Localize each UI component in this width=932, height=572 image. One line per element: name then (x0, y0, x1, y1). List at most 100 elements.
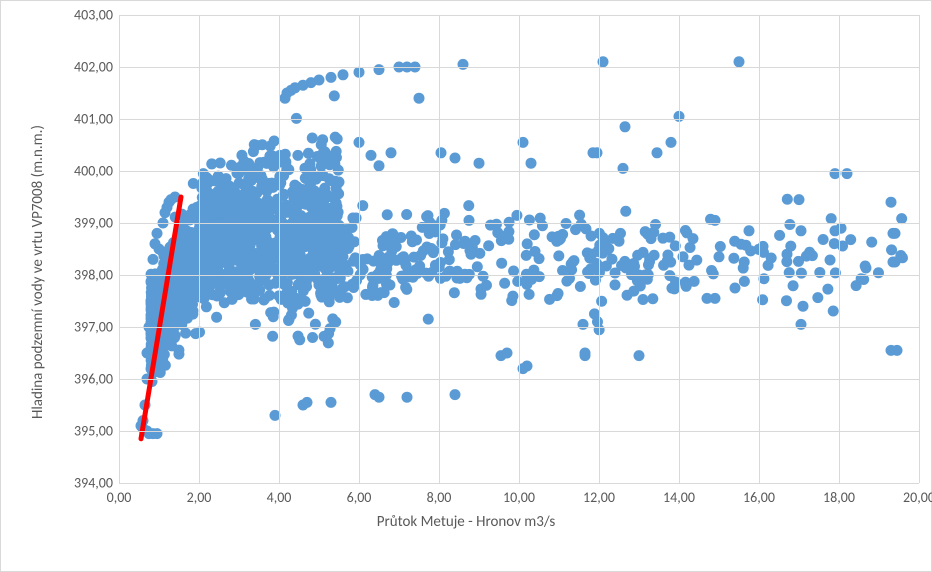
data-point (286, 286, 297, 297)
x-tick-label: 0,00 (107, 489, 132, 506)
data-point (244, 239, 255, 250)
data-point (570, 224, 581, 235)
data-point (231, 223, 242, 234)
data-point (744, 225, 755, 236)
data-point (318, 149, 329, 160)
data-point (251, 188, 262, 199)
data-point (401, 284, 412, 295)
data-point (851, 280, 862, 291)
data-point (782, 249, 793, 260)
data-point (309, 185, 320, 196)
data-point (680, 277, 691, 288)
data-point (842, 168, 853, 179)
y-tick-label: 402,00 (57, 59, 113, 76)
data-point (739, 276, 750, 287)
data-point (784, 267, 795, 278)
data-point (423, 314, 434, 325)
data-point (340, 233, 351, 244)
gridline-vertical (359, 15, 360, 483)
data-point (401, 260, 412, 271)
data-point (890, 228, 901, 239)
data-point (528, 265, 539, 276)
data-point (796, 319, 807, 330)
data-point (213, 171, 224, 182)
gridline-vertical (279, 15, 280, 483)
y-tick-label: 403,00 (57, 7, 113, 24)
data-point (315, 289, 326, 300)
data-point (401, 209, 412, 220)
data-point (714, 251, 725, 262)
data-point (650, 219, 661, 230)
data-point (616, 260, 627, 271)
data-point (822, 284, 833, 295)
data-point (362, 253, 373, 264)
y-tick-label: 400,00 (57, 163, 113, 180)
gridline-vertical (759, 15, 760, 483)
data-point (415, 250, 426, 261)
data-point (184, 239, 195, 250)
data-point (443, 246, 454, 257)
data-point (254, 216, 265, 227)
data-point (534, 253, 545, 264)
data-point (866, 237, 877, 248)
data-point (730, 283, 741, 294)
data-point (715, 241, 726, 252)
data-point (873, 267, 884, 278)
data-point (464, 215, 475, 226)
data-point (657, 233, 668, 244)
data-point (586, 230, 597, 241)
data-point (237, 191, 248, 202)
data-point (688, 233, 699, 244)
data-point (507, 291, 518, 302)
data-point (260, 197, 271, 208)
data-point (201, 184, 212, 195)
data-point (180, 291, 191, 302)
data-point (326, 397, 337, 408)
data-point (774, 230, 785, 241)
data-point (303, 148, 314, 159)
gridline-vertical (679, 15, 680, 483)
data-point (367, 290, 378, 301)
data-point (294, 334, 305, 345)
data-point (307, 133, 318, 144)
data-point (375, 258, 386, 269)
data-point (414, 93, 425, 104)
x-axis-label: Průtok Metuje - Hronov m3/s (377, 513, 556, 531)
data-point (793, 256, 804, 267)
data-point (710, 293, 721, 304)
data-point (320, 210, 331, 221)
data-point (860, 260, 871, 271)
data-point (298, 285, 309, 296)
data-point (622, 290, 633, 301)
data-point (578, 319, 589, 330)
data-point (347, 212, 358, 223)
data-point (326, 72, 337, 83)
data-point (845, 234, 856, 245)
data-point (472, 261, 483, 272)
x-tick-label: 14,00 (663, 489, 695, 506)
data-point (450, 153, 461, 164)
data-point (214, 257, 225, 268)
x-tick-label: 8,00 (427, 489, 452, 506)
data-point (280, 149, 291, 160)
data-point (154, 244, 165, 255)
data-point (584, 252, 595, 263)
y-tick-label: 399,00 (57, 215, 113, 232)
data-point (182, 313, 193, 324)
data-point (264, 279, 275, 290)
data-point (544, 294, 555, 305)
data-point (568, 256, 579, 267)
y-tick-label: 395,00 (57, 423, 113, 440)
data-point (439, 208, 450, 219)
data-point (435, 219, 446, 230)
gridline-vertical (439, 15, 440, 483)
data-point (327, 313, 338, 324)
data-point (680, 225, 691, 236)
gridline-vertical (199, 15, 200, 483)
data-point (403, 271, 414, 282)
data-point (203, 206, 214, 217)
data-point (818, 234, 829, 245)
data-point (386, 147, 397, 158)
data-point (807, 250, 818, 261)
data-point (302, 195, 313, 206)
